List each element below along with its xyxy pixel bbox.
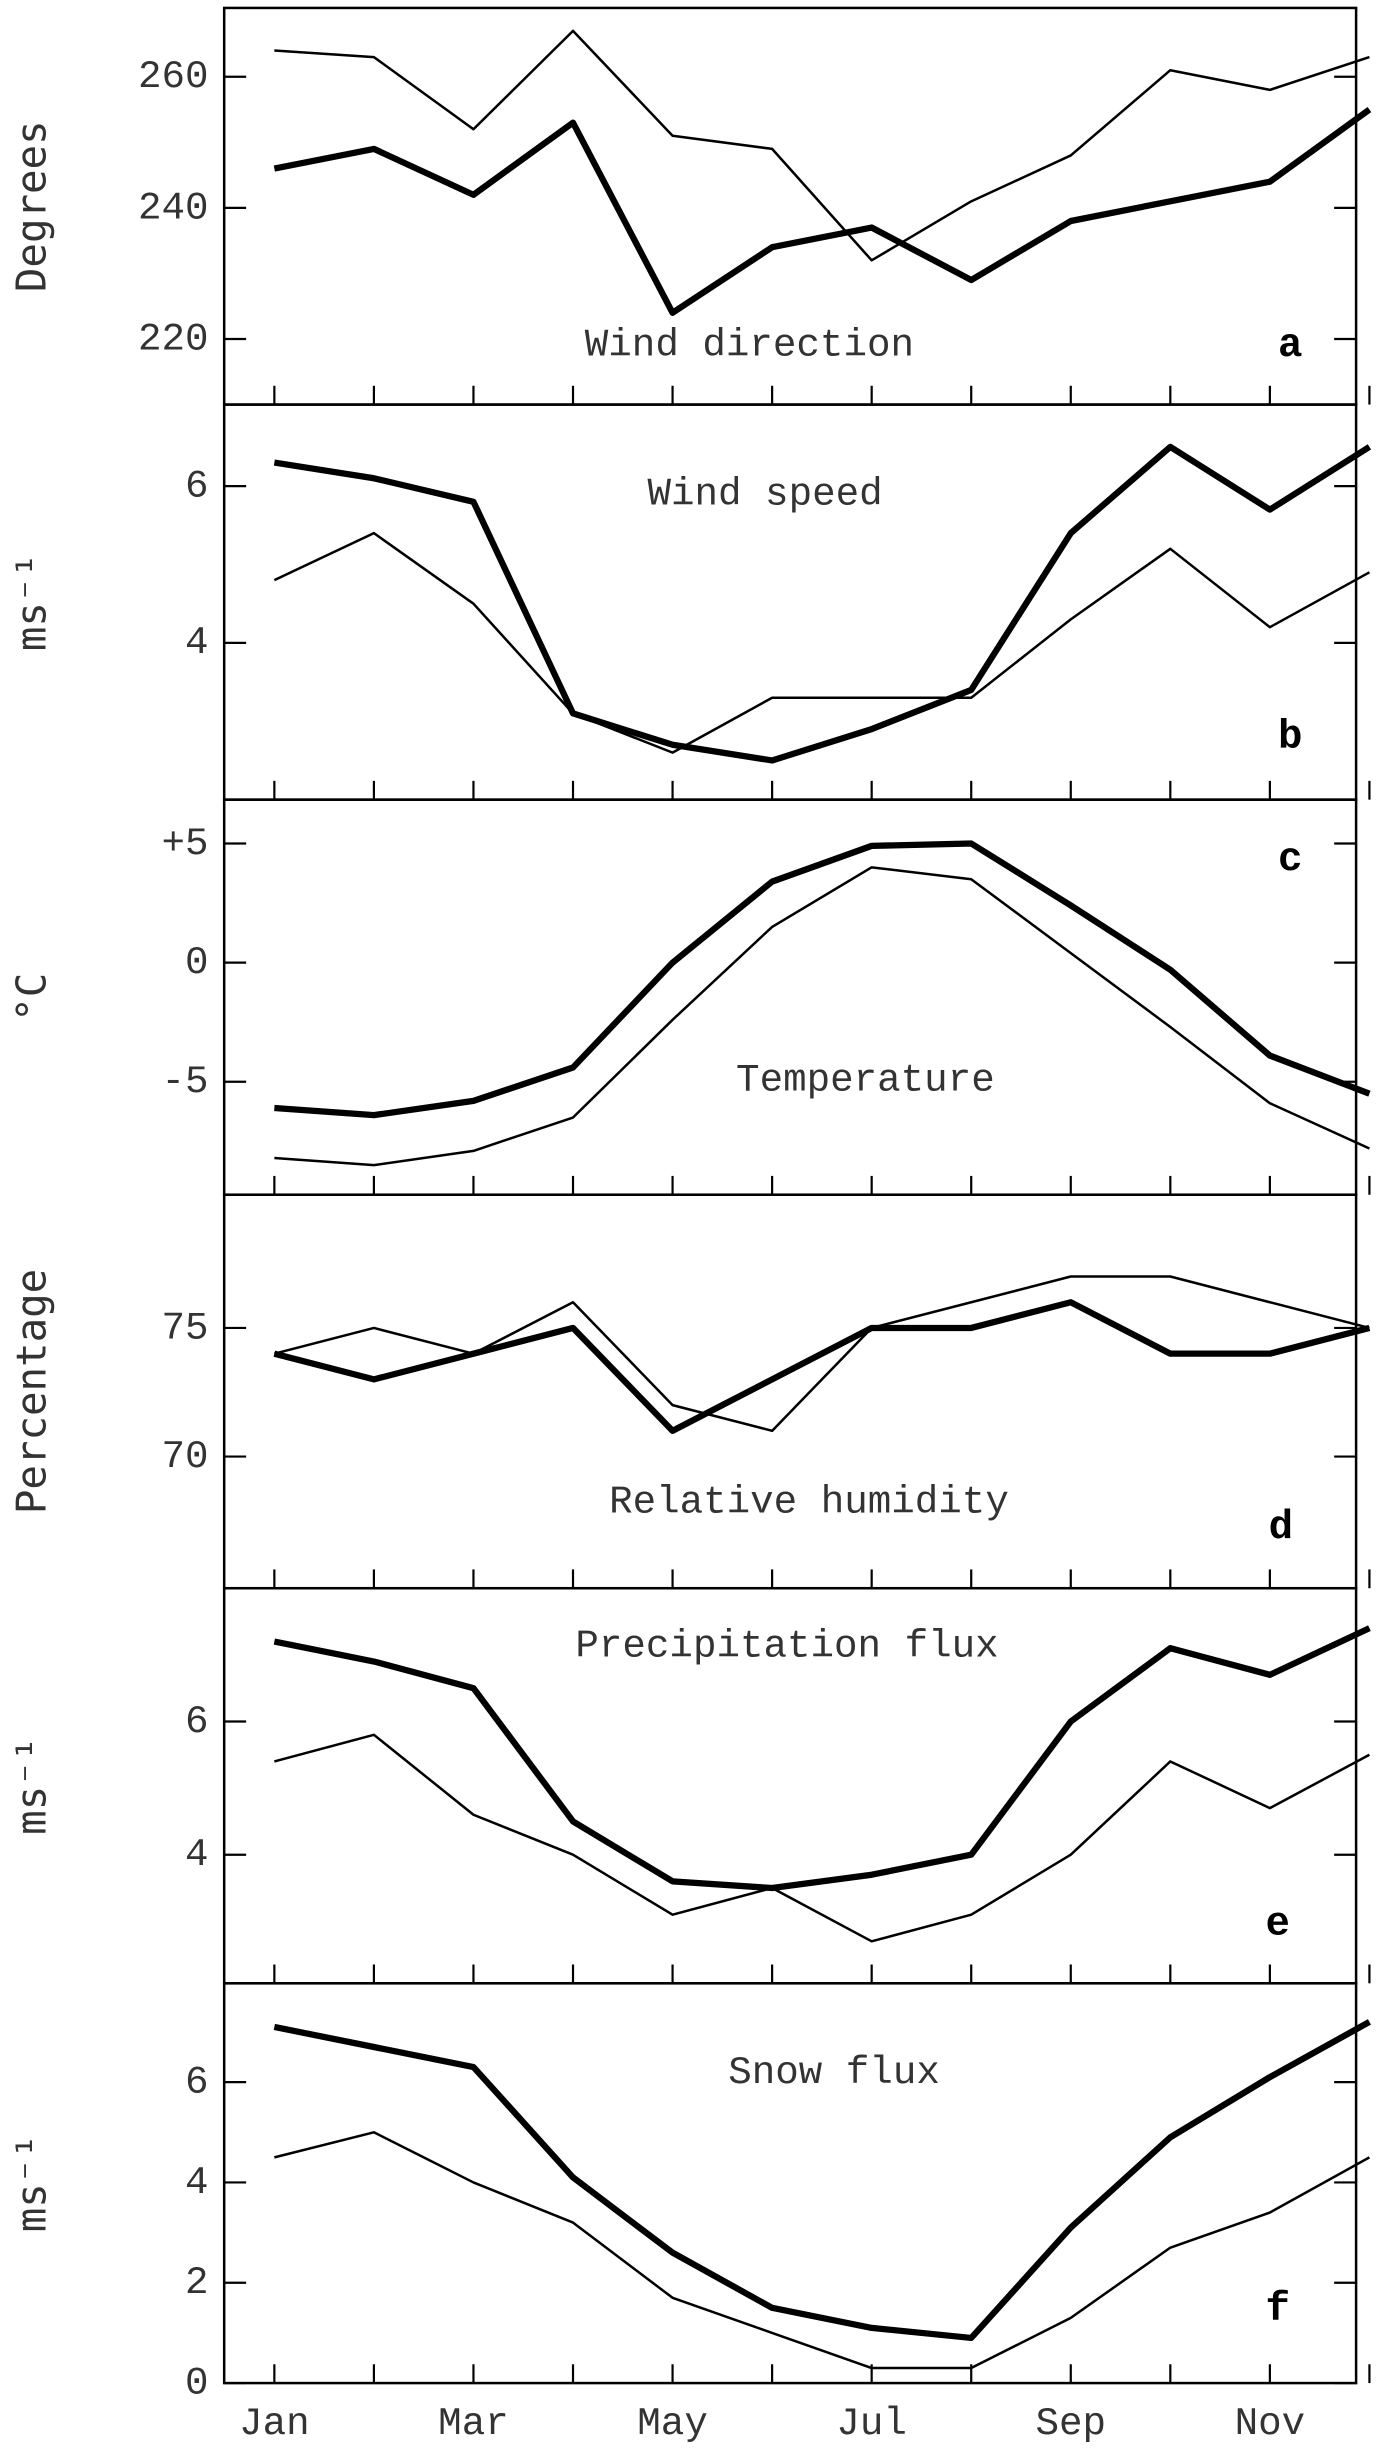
series-line — [273, 443, 1372, 764]
panel-letter: f — [1265, 2287, 1289, 2333]
y-tick-label: 4 — [185, 1832, 209, 1877]
panel-letter: a — [1278, 323, 1302, 369]
series-line — [273, 107, 1372, 316]
y-tick-label: 6 — [185, 1699, 209, 1744]
series-line — [273, 531, 1371, 754]
y-tick-label: 0 — [185, 2360, 209, 2405]
panel-title: Temperature — [736, 1058, 995, 1103]
y-tick-label: 260 — [138, 54, 209, 99]
panel-title: Wind direction — [585, 322, 914, 367]
y-tick-label: 0 — [185, 940, 209, 985]
y-axis-label: ms⁻¹ — [7, 553, 55, 651]
y-axis-label: ms⁻¹ — [7, 1737, 55, 1835]
y-tick-label: 4 — [185, 620, 209, 665]
series-line — [274, 1733, 1371, 1943]
panel-title: Precipitation flux — [575, 1624, 998, 1669]
series-line — [274, 29, 1370, 262]
panel-title: Snow flux — [728, 2050, 940, 2095]
series-line — [274, 866, 1370, 1167]
y-tick-label: 240 — [138, 185, 209, 230]
y-tick-label: 6 — [185, 463, 209, 508]
series-line — [273, 1299, 1371, 1434]
series-line — [274, 1275, 1370, 1433]
y-axis-label: Percentage — [7, 1269, 55, 1514]
y-axis-label: Degrees — [7, 120, 55, 292]
panel-letter: c — [1278, 837, 1302, 883]
panel-letter: b — [1278, 715, 1302, 761]
series-line — [273, 1625, 1371, 1892]
plot-frame — [222, 798, 1358, 1196]
y-tick-label: +5 — [161, 821, 208, 866]
y-tick-label: 6 — [185, 2059, 209, 2104]
panel-title: Wind speed — [647, 471, 882, 516]
plot-frame — [222, 1982, 1358, 2385]
y-axis-label: ms⁻¹ — [7, 2134, 55, 2232]
series-line — [274, 2131, 1371, 2370]
series-line — [273, 2019, 1371, 2342]
panel-letter: e — [1265, 1901, 1289, 1947]
panel-letter: d — [1269, 1505, 1293, 1551]
x-tick-label: May — [637, 2401, 708, 2446]
x-tick-label: Jan — [239, 2401, 310, 2446]
panel-title: Relative humidity — [609, 1479, 1009, 1524]
plot-frame — [222, 403, 1358, 801]
y-tick-label: 4 — [185, 2160, 209, 2205]
y-tick-label: 70 — [161, 1434, 208, 1479]
x-tick-label: Nov — [1235, 2401, 1306, 2446]
y-tick-label: -5 — [161, 1059, 208, 1104]
y-tick-label: 2 — [185, 2260, 209, 2305]
x-tick-label: Mar — [438, 2401, 509, 2446]
y-axis-label: °C — [7, 973, 55, 1022]
plot-frame — [222, 1193, 1358, 1590]
y-tick-label: 75 — [161, 1305, 208, 1350]
x-tick-label: Jul — [836, 2401, 907, 2446]
series-line — [274, 840, 1371, 1119]
y-tick-label: 220 — [138, 316, 209, 361]
x-tick-label: Sep — [1035, 2401, 1106, 2446]
